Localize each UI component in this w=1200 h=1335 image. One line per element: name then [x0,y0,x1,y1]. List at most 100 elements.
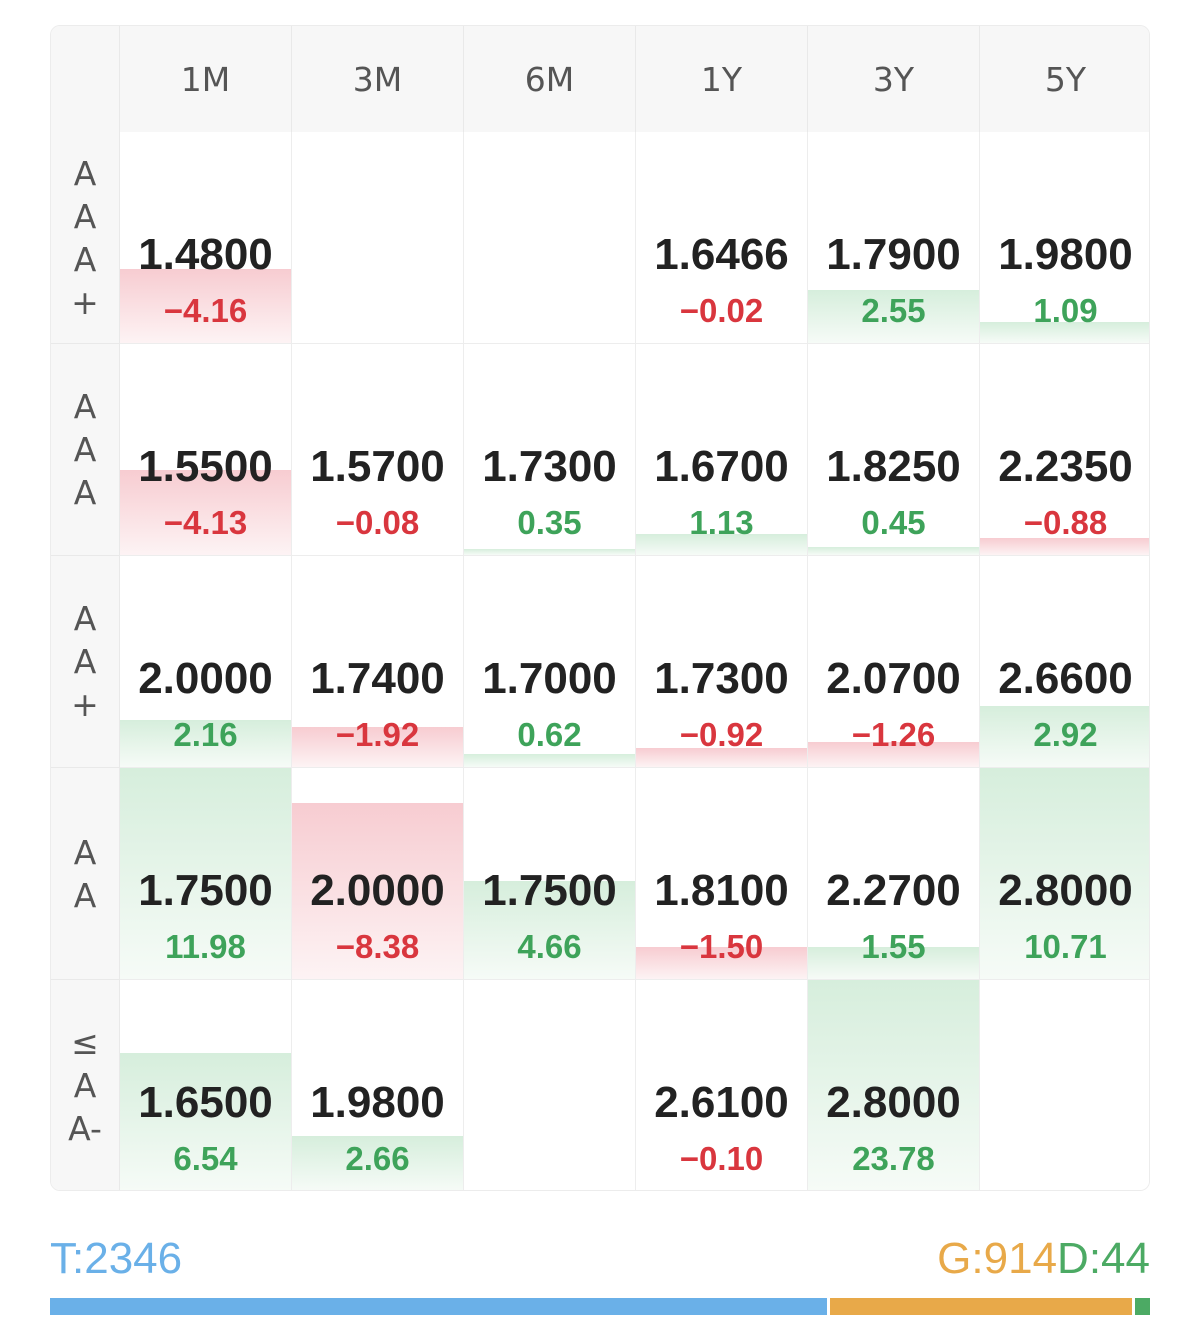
column-header-1m[interactable]: 1M [120,26,292,132]
rate-change: −0.10 [679,1140,764,1177]
rate-cell[interactable]: 1.4800 −4.16 [120,132,292,344]
rate-value: 1.8250 [826,442,961,491]
rate-cell[interactable]: 1.9800 2.66 [292,980,464,1190]
rate-change: −1.26 [851,716,936,753]
rate-cell[interactable]: 1.7900 2.55 [808,132,980,344]
row-header: AA+ [51,556,120,768]
rate-value: 2.0700 [826,654,961,703]
change-bar [636,947,807,979]
change-bar [464,881,635,979]
column-header-1y[interactable]: 1Y [636,26,808,132]
change-bar [464,549,635,555]
change-bar [808,547,979,555]
column-header-3y[interactable]: 3Y [808,26,980,132]
row-header-label: AA [73,832,97,915]
rate-value: 2.8000 [998,866,1133,915]
rate-cell[interactable]: 1.7300 −0.92 [636,556,808,768]
rate-change: 1.55 [861,928,926,965]
rate-change: −4.16 [163,292,248,329]
defaults-count: D:44 [1057,1234,1150,1283]
column-header-5y[interactable]: 5Y [980,26,1149,132]
rate-cell[interactable]: 2.6100 −0.10 [636,980,808,1190]
change-bar [980,322,1149,343]
rate-cell[interactable]: 1.5700 −0.08 [292,344,464,556]
rate-cell[interactable]: 2.2350 −0.88 [980,344,1149,556]
rate-change: −0.88 [1023,504,1108,541]
rate-cell[interactable]: 1.7300 0.35 [464,344,636,556]
rate-value: 2.2350 [998,442,1133,491]
rate-change: 4.66 [517,928,582,965]
rate-cell[interactable]: 2.0000 2.16 [120,556,292,768]
change-bar [980,706,1149,767]
rate-change: 11.98 [165,928,246,965]
change-bar [636,748,807,767]
column-header-6m[interactable]: 6M [464,26,636,132]
rate-change: 0.62 [517,716,582,753]
change-bar [120,269,291,343]
change-bar [120,768,291,979]
row-header: ≤AA- [51,980,120,1190]
rate-cell[interactable]: 2.8000 10.71 [980,768,1149,980]
column-header-3m[interactable]: 3M [292,26,464,132]
empty-cell [464,980,636,1190]
rate-change: −8.38 [335,928,420,965]
rate-value: 1.7900 [826,230,961,279]
rate-cell[interactable]: 1.7400 −1.92 [292,556,464,768]
rate-value: 1.6466 [654,230,789,279]
empty-cell [292,132,464,344]
row-header: AAA+ [51,132,120,344]
rate-value: 1.7000 [482,654,617,703]
rate-cell[interactable]: 2.2700 1.55 [808,768,980,980]
rate-value: 2.0000 [138,654,273,703]
change-bar [292,1136,463,1190]
change-bar [636,534,807,555]
change-bar [980,538,1149,555]
gray-count: G:914 [937,1234,1058,1283]
rate-value: 1.7500 [138,866,273,915]
rate-change: 2.16 [173,716,238,753]
change-bar [292,727,463,767]
rate-change: 2.92 [1033,716,1098,753]
empty-cell [464,132,636,344]
rate-cell[interactable]: 1.6466 −0.02 [636,132,808,344]
change-bar [808,290,979,343]
rate-value: 1.6500 [138,1078,273,1127]
total-count: T:2346 [50,1234,183,1283]
rate-cell[interactable]: 2.8000 23.78 [808,980,980,1190]
rate-value: 1.7500 [482,866,617,915]
row-header-label: AA+ [71,599,99,724]
rate-cell[interactable]: 1.5500 −4.13 [120,344,292,556]
rate-cell[interactable]: 2.0700 −1.26 [808,556,980,768]
rate-change: −1.50 [679,928,764,965]
rate-cell[interactable]: 1.7500 4.66 [464,768,636,980]
rate-change: 2.66 [345,1140,410,1177]
rate-value: 1.7300 [482,442,617,491]
rate-cell[interactable]: 2.0000 −8.38 [292,768,464,980]
change-bar [120,470,291,555]
rate-matrix: 1M 3M 6M 1Y 3Y 5Y AAA+ 1.4800 −4.16 1.6466 −0.02 1.… [50,25,1150,1191]
rate-change: −1.92 [335,716,420,753]
rate-cell[interactable]: 1.7500 11.98 [120,768,292,980]
change-bar [292,803,463,979]
proportion-segment-total [50,1298,827,1315]
rate-cell[interactable]: 1.7000 0.62 [464,556,636,768]
rate-change: 0.45 [861,504,926,541]
rate-value: 2.8000 [826,1078,961,1127]
rate-cell[interactable]: 1.6500 6.54 [120,980,292,1190]
rate-cell[interactable]: 1.6700 1.13 [636,344,808,556]
proportion-segment-defaults [1135,1298,1150,1315]
rate-value: 1.6700 [654,442,789,491]
rate-cell[interactable]: 1.8100 −1.50 [636,768,808,980]
row-header: AA [51,768,120,980]
rate-cell[interactable]: 1.8250 0.45 [808,344,980,556]
rate-change: −0.08 [335,504,420,541]
rate-change: 0.35 [517,504,582,541]
row-header-label: ≤AA- [68,1023,102,1148]
rate-value: 1.9800 [998,230,1133,279]
rate-change: −0.02 [679,292,764,329]
rate-cell[interactable]: 1.9800 1.09 [980,132,1149,344]
rate-cell[interactable]: 2.6600 2.92 [980,556,1149,768]
change-bar [120,1053,291,1190]
rate-value: 1.8100 [654,866,789,915]
rate-value: 1.5700 [310,442,445,491]
